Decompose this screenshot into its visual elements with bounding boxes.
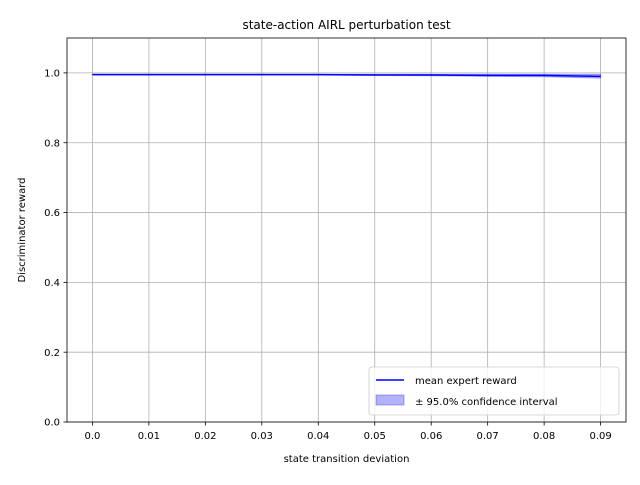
x-tick-label: 0.02 xyxy=(194,431,216,442)
legend-band-swatch xyxy=(375,394,405,406)
x-axis-label: state transition deviation xyxy=(284,454,410,465)
plot-data xyxy=(91,73,602,79)
x-tick-label: 0.05 xyxy=(364,431,386,442)
y-tick-label: 0.0 xyxy=(44,418,60,429)
axis-ticks: 0.0 0.01 0.02 0.03 0.04 0.05 0.06 0.07 0.08 0.09 0… xyxy=(44,69,612,442)
y-tick-label: 1.0 xyxy=(44,69,60,80)
legend-label-ci: ± 95.0% confidence interval xyxy=(415,397,558,408)
x-tick-label: 0.04 xyxy=(307,431,329,442)
x-tick-label: 0.03 xyxy=(251,431,273,442)
chart-title: state-action AIRL perturbation test xyxy=(242,18,450,32)
y-axis-label: Discriminator reward xyxy=(17,177,28,282)
x-tick-label: 0.07 xyxy=(477,431,499,442)
legend: mean expert reward ± 95.0% confidence int… xyxy=(368,366,620,416)
x-tick-label: 0.06 xyxy=(420,431,442,442)
y-tick-label: 0.4 xyxy=(44,278,60,289)
legend-frame xyxy=(368,366,620,416)
legend-label-mean: mean expert reward xyxy=(415,376,517,387)
x-tick-label: 0.09 xyxy=(589,431,611,442)
y-tick-label: 0.2 xyxy=(44,348,60,359)
x-tick-label: 0.0 xyxy=(84,431,100,442)
y-tick-label: 0.8 xyxy=(44,138,60,149)
x-tick-label: 0.08 xyxy=(533,431,555,442)
x-tick-label: 0.01 xyxy=(138,431,160,442)
series-line-mean-expert-reward xyxy=(92,73,601,78)
y-tick-label: 0.6 xyxy=(44,208,60,219)
plot-frame xyxy=(66,37,627,423)
